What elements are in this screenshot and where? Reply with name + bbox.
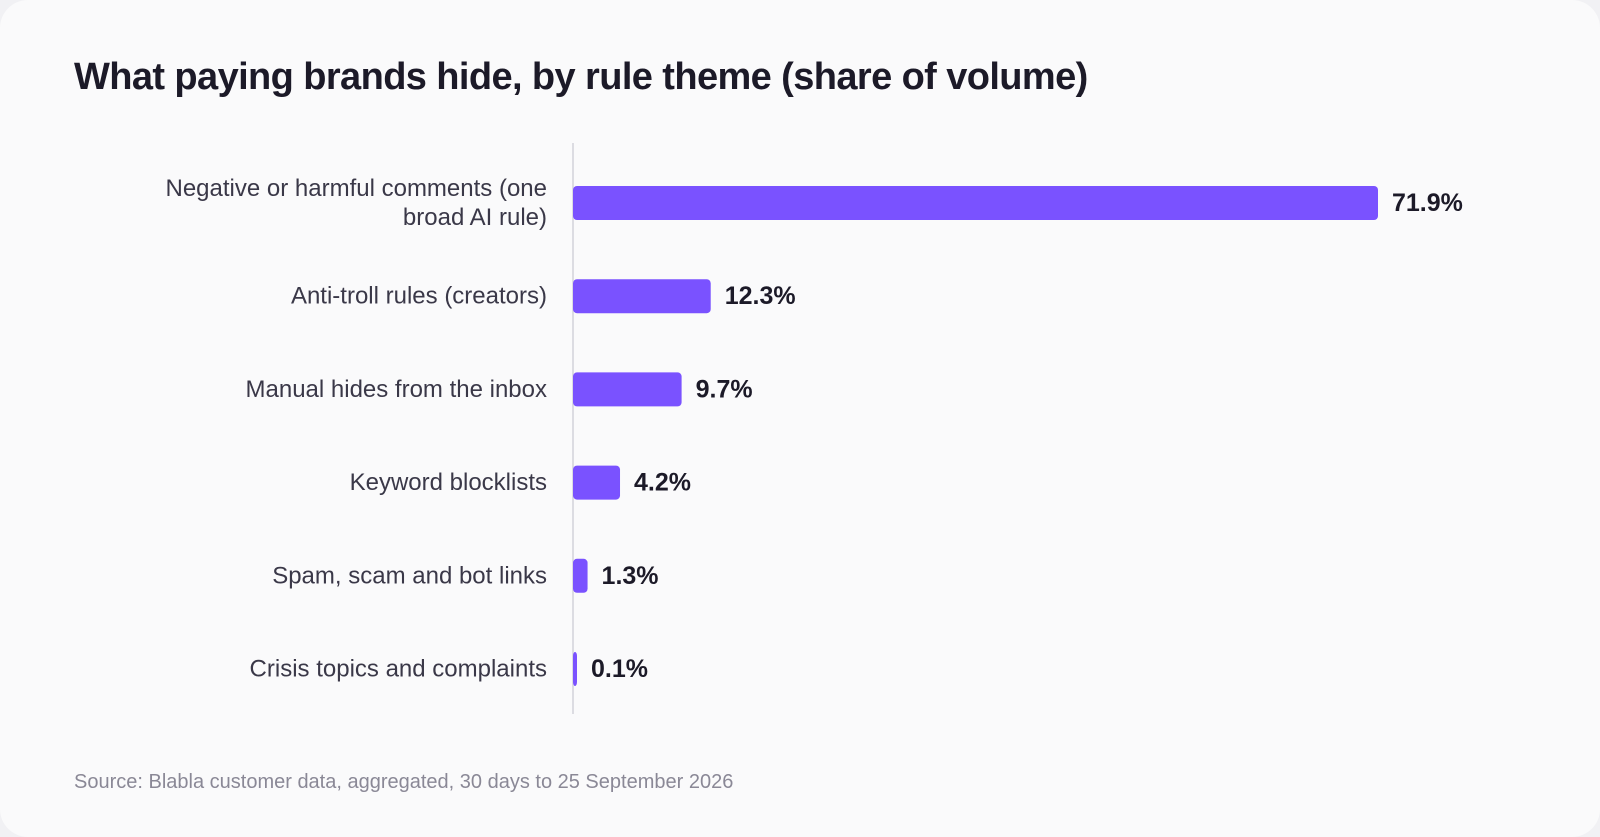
value-label: 9.7% [696, 375, 753, 403]
category-label: Spam, scam and bot links [272, 562, 547, 589]
chart-title: What paying brands hide, by rule theme (… [74, 56, 1088, 98]
bar [573, 372, 682, 407]
category-label-line: Crisis topics and complaints [250, 656, 547, 683]
bar [573, 186, 1378, 220]
category-label-line: Keyword blocklists [350, 469, 547, 496]
source-note: Source: Blabla customer data, aggregated… [74, 771, 734, 793]
category-label-line: broad AI rule) [403, 204, 547, 231]
category-label-line: Spam, scam and bot links [272, 562, 547, 589]
category-label: Manual hides from the inbox [246, 376, 548, 403]
category-label-line: Anti-troll rules (creators) [291, 283, 547, 310]
category-label: Anti-troll rules (creators) [291, 283, 547, 310]
value-label: 0.1% [591, 655, 648, 683]
bar [573, 465, 621, 500]
category-label-line: Negative or harmful comments (one [166, 175, 548, 202]
bar [573, 279, 711, 314]
category-label: Negative or harmful comments (one broad A… [166, 175, 548, 231]
category-label: Crisis topics and complaints [250, 656, 547, 683]
value-label: 4.2% [634, 469, 691, 497]
bar [573, 558, 588, 593]
category-label-line: Manual hides from the inbox [246, 376, 548, 403]
category-label: Keyword blocklists [350, 469, 547, 496]
bar [573, 652, 577, 686]
value-label: 71.9% [1392, 189, 1463, 217]
value-label: 12.3% [725, 282, 796, 310]
value-label: 1.3% [602, 562, 659, 590]
